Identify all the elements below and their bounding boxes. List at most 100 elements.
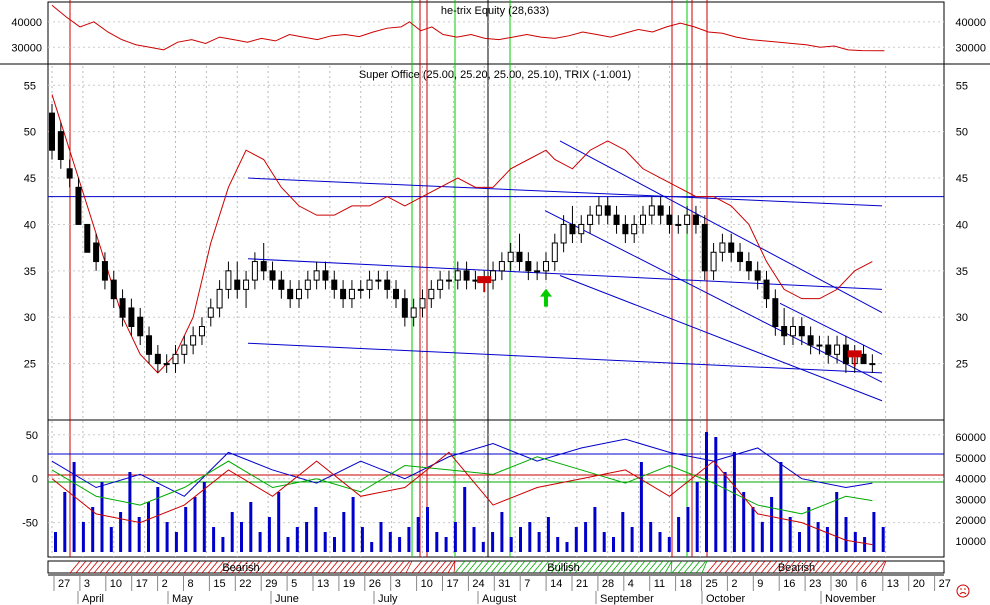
trend-channel-line — [559, 140, 883, 314]
day-tick-label: 17 — [447, 578, 459, 590]
volume-bar — [835, 492, 839, 552]
candle-body — [860, 353, 867, 365]
day-tick-label: 2 — [731, 578, 737, 590]
day-tick-label: 31 — [498, 578, 510, 590]
candle-body — [798, 326, 805, 337]
candle-body — [516, 251, 523, 263]
month-tick-label: November — [825, 593, 876, 605]
volume-bar — [54, 532, 57, 552]
volume-bar — [612, 537, 615, 552]
regime-hatch — [171, 560, 183, 574]
regime-hatch — [435, 560, 447, 574]
day-tick-label: 19 — [343, 578, 355, 590]
trend-channel-line — [247, 258, 883, 290]
candle-body — [587, 214, 594, 225]
candle-body — [445, 279, 452, 282]
candle-body — [498, 261, 505, 272]
volume-bar — [491, 532, 495, 552]
volume-bar — [91, 507, 95, 552]
regime-hatch — [592, 560, 604, 574]
candle-body — [331, 279, 338, 290]
price-tick-right: 50 — [956, 127, 968, 139]
candle-body — [745, 261, 752, 272]
regime-label: Bearish — [778, 562, 815, 574]
regime-hatch — [724, 560, 736, 574]
day-tick-label: 2 — [162, 578, 168, 590]
candle-body — [781, 326, 788, 337]
regime-hatch — [514, 560, 526, 574]
regime-hatch — [796, 560, 808, 574]
candle-body — [260, 261, 267, 272]
trend-channel-line — [247, 342, 883, 374]
volume-bar — [147, 502, 150, 552]
volume-bar — [100, 482, 104, 552]
price-tick-left: 55 — [24, 80, 36, 92]
volume-bar — [305, 522, 309, 552]
regime-hatch — [736, 560, 748, 574]
regime-hatch — [802, 560, 814, 574]
volume-bar — [426, 507, 429, 552]
regime-hatch — [526, 560, 538, 574]
candle-body — [304, 279, 311, 290]
trend-channel-line — [559, 275, 883, 402]
sell-marker — [847, 350, 862, 358]
regime-hatch — [261, 560, 273, 574]
price-tick-right: 30 — [956, 312, 968, 324]
volume-bar — [714, 437, 718, 552]
candle-body — [710, 251, 717, 272]
candle-body — [428, 288, 435, 300]
price-tick-right: 40 — [956, 219, 968, 231]
candle-body — [384, 279, 391, 290]
volume-bar — [863, 537, 867, 552]
regime-hatch — [466, 560, 478, 574]
candle-body — [604, 205, 611, 216]
candle-body — [57, 131, 64, 161]
equity-tick-left: 40000 — [11, 17, 42, 29]
volume-bar — [463, 487, 467, 552]
volume-bar — [212, 527, 216, 552]
regime-hatch — [339, 560, 351, 574]
candle-body — [101, 261, 108, 281]
equity-line — [51, 4, 885, 52]
price-tick-right: 55 — [956, 80, 968, 92]
price-tick-left: 35 — [24, 266, 36, 278]
month-tick-label: September — [600, 593, 654, 605]
day-tick-label: 11 — [654, 578, 665, 590]
volume-bar — [500, 512, 504, 552]
candle-body — [419, 298, 426, 309]
candle-body — [560, 223, 567, 244]
regime-hatch — [484, 560, 496, 574]
regime-hatch — [117, 560, 129, 574]
volume-bar — [825, 527, 829, 552]
regime-hatch — [243, 560, 255, 574]
equity-title: he-trix Equity (28,633) — [441, 5, 549, 17]
regime-hatch — [490, 560, 502, 574]
regime-hatch — [766, 560, 778, 574]
regime-hatch — [141, 560, 153, 574]
regime-hatch — [225, 560, 237, 574]
regime-hatch — [826, 560, 838, 574]
candle-body — [507, 251, 514, 263]
regime-hatch — [333, 560, 345, 574]
price-tick-left: 25 — [24, 359, 36, 371]
volume-bar — [267, 517, 271, 552]
regime-label: Bearish — [222, 562, 259, 574]
candle-body — [154, 353, 161, 365]
regime-hatch — [207, 560, 219, 574]
candle-body — [534, 270, 541, 273]
regime-hatch — [255, 560, 267, 574]
regime-hatch — [760, 560, 772, 574]
candle-body — [251, 261, 258, 281]
regime-hatch — [123, 560, 135, 574]
regime-hatch — [550, 560, 562, 574]
regime-hatch — [267, 560, 279, 574]
volume-bar — [314, 507, 318, 552]
volume-bar — [230, 512, 234, 552]
candle-body — [657, 205, 664, 216]
regime-hatch — [562, 560, 574, 574]
candle-body — [472, 279, 479, 282]
candle-body — [834, 344, 841, 355]
candle-body — [622, 223, 629, 235]
volume-bar — [705, 432, 708, 552]
regime-hatch — [502, 560, 514, 574]
